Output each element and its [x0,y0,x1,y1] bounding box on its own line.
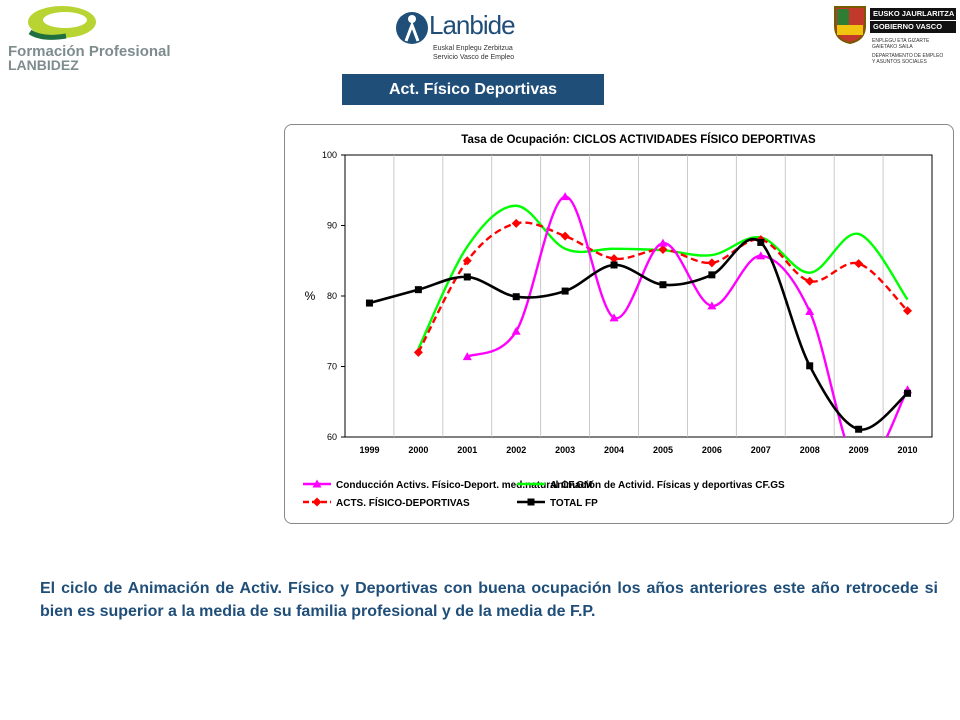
data-point-series-3 [854,259,864,269]
gv-dept-line4: Y ASUNTOS SOCIALES [872,59,927,65]
data-point-series-1 [511,326,521,335]
legend-label-2: Animación de Activid. Físicas y deportiv… [550,480,785,491]
gv-dept-line1: ENPLEGU ETA GIZARTE [872,38,930,44]
gv-band-es: GOBIERNO VASCO [870,21,956,33]
y-tick-label: 90 [327,221,337,231]
gv-band-eu: EUSKO JAURLARITZA [870,8,956,20]
data-point-series-4 [512,293,520,301]
gobierno-vasco-logo: EUSKO JAURLARITZA GOBIERNO VASCO ENPLEGU… [830,2,958,72]
chart-commentary: El ciclo de Animación de Activ. Físico y… [40,580,938,620]
data-point-series-3 [462,256,472,266]
data-point-series-1 [462,352,472,361]
data-point-series-3 [707,258,717,268]
data-point-series-1 [658,238,668,247]
data-point-series-4 [855,425,863,433]
legend-marker-4 [527,498,535,506]
data-point-series-4 [806,362,814,370]
fp-leaf-icon [28,6,96,40]
x-tick-label: 1999 [359,445,379,455]
data-point-series-4 [414,286,422,294]
lanbide-sub-eu: Euskal Enplegu Zerbitzua [433,45,513,52]
x-tick-label: 2010 [898,445,918,455]
formacion-profesional-logo: Formación Profesional LANBIDEZ [4,2,184,73]
lanbide-sub-es: Servicio Vasco de Empleo [433,54,515,61]
data-point-series-3 [511,218,521,228]
fp-logo-line2: LANBIDEZ [8,57,79,73]
coat-of-arms-icon [834,6,866,44]
legend-marker-3 [312,497,322,507]
lanbide-figure-icon [396,12,428,44]
y-tick-label: 80 [327,291,337,301]
data-point-series-4 [463,273,471,281]
data-point-series-3 [560,231,570,241]
fp-logo-line1: Formación Profesional [8,43,171,60]
occupancy-line-chart: Tasa de Ocupación: CICLOS ACTIVIDADES FÍ… [303,133,933,509]
data-point-series-4 [365,299,373,307]
data-point-series-4 [610,261,618,269]
x-tick-label: 2002 [506,445,526,455]
series-line-1 [466,195,909,437]
x-tick-label: 2004 [604,445,624,455]
y-tick-label: 100 [322,150,337,160]
x-tick-label: 2008 [800,445,820,455]
x-tick-label: 2007 [751,445,771,455]
data-point-series-3 [805,276,815,286]
chart-title: Tasa de Ocupación: CICLOS ACTIVIDADES FÍ… [461,133,816,146]
data-point-series-3 [903,306,913,316]
legend-marker-1 [312,479,322,488]
data-point-series-1 [707,301,717,310]
data-point-series-4 [757,238,765,246]
legend-label-1: Conducción Activs. Físico-Deport. med.na… [336,480,592,491]
data-point-series-1 [756,251,766,260]
data-point-series-4 [561,287,569,295]
data-point-series-4 [659,281,667,289]
x-tick-label: 2003 [555,445,575,455]
data-point-series-3 [658,244,668,254]
x-tick-label: 2009 [849,445,869,455]
chart-frame: Tasa de Ocupación: CICLOS ACTIVIDADES FÍ… [284,124,954,524]
data-point-series-1 [805,307,815,316]
legend-label-3: ACTS. FÍSICO-DEPORTIVAS [336,496,470,509]
y-tick-label: 60 [327,432,337,442]
lanbide-brand: Lanbide [429,10,516,40]
data-point-series-3 [413,347,423,357]
x-tick-label: 2005 [653,445,673,455]
y-tick-label: 70 [327,362,337,372]
lanbide-logo: Lanbide Euskal Enplegu Zerbitzua Servici… [393,6,553,62]
gv-dept-line2: GAIETAKO SAILA [872,44,913,50]
data-point-series-3 [609,254,619,264]
data-point-series-1 [609,313,619,322]
y-axis-label: % [305,289,316,303]
x-tick-label: 2000 [408,445,428,455]
data-point-series-4 [708,271,716,279]
data-point-series-1 [560,192,570,201]
page-title: Act. Físico Deportivas [342,74,604,105]
x-tick-label: 2001 [457,445,477,455]
data-point-series-4 [904,389,912,397]
legend-label-4: TOTAL FP [550,498,598,509]
gv-dept-line3: DEPARTAMENTO DE EMPLEO [872,53,944,59]
x-tick-label: 2006 [702,445,722,455]
